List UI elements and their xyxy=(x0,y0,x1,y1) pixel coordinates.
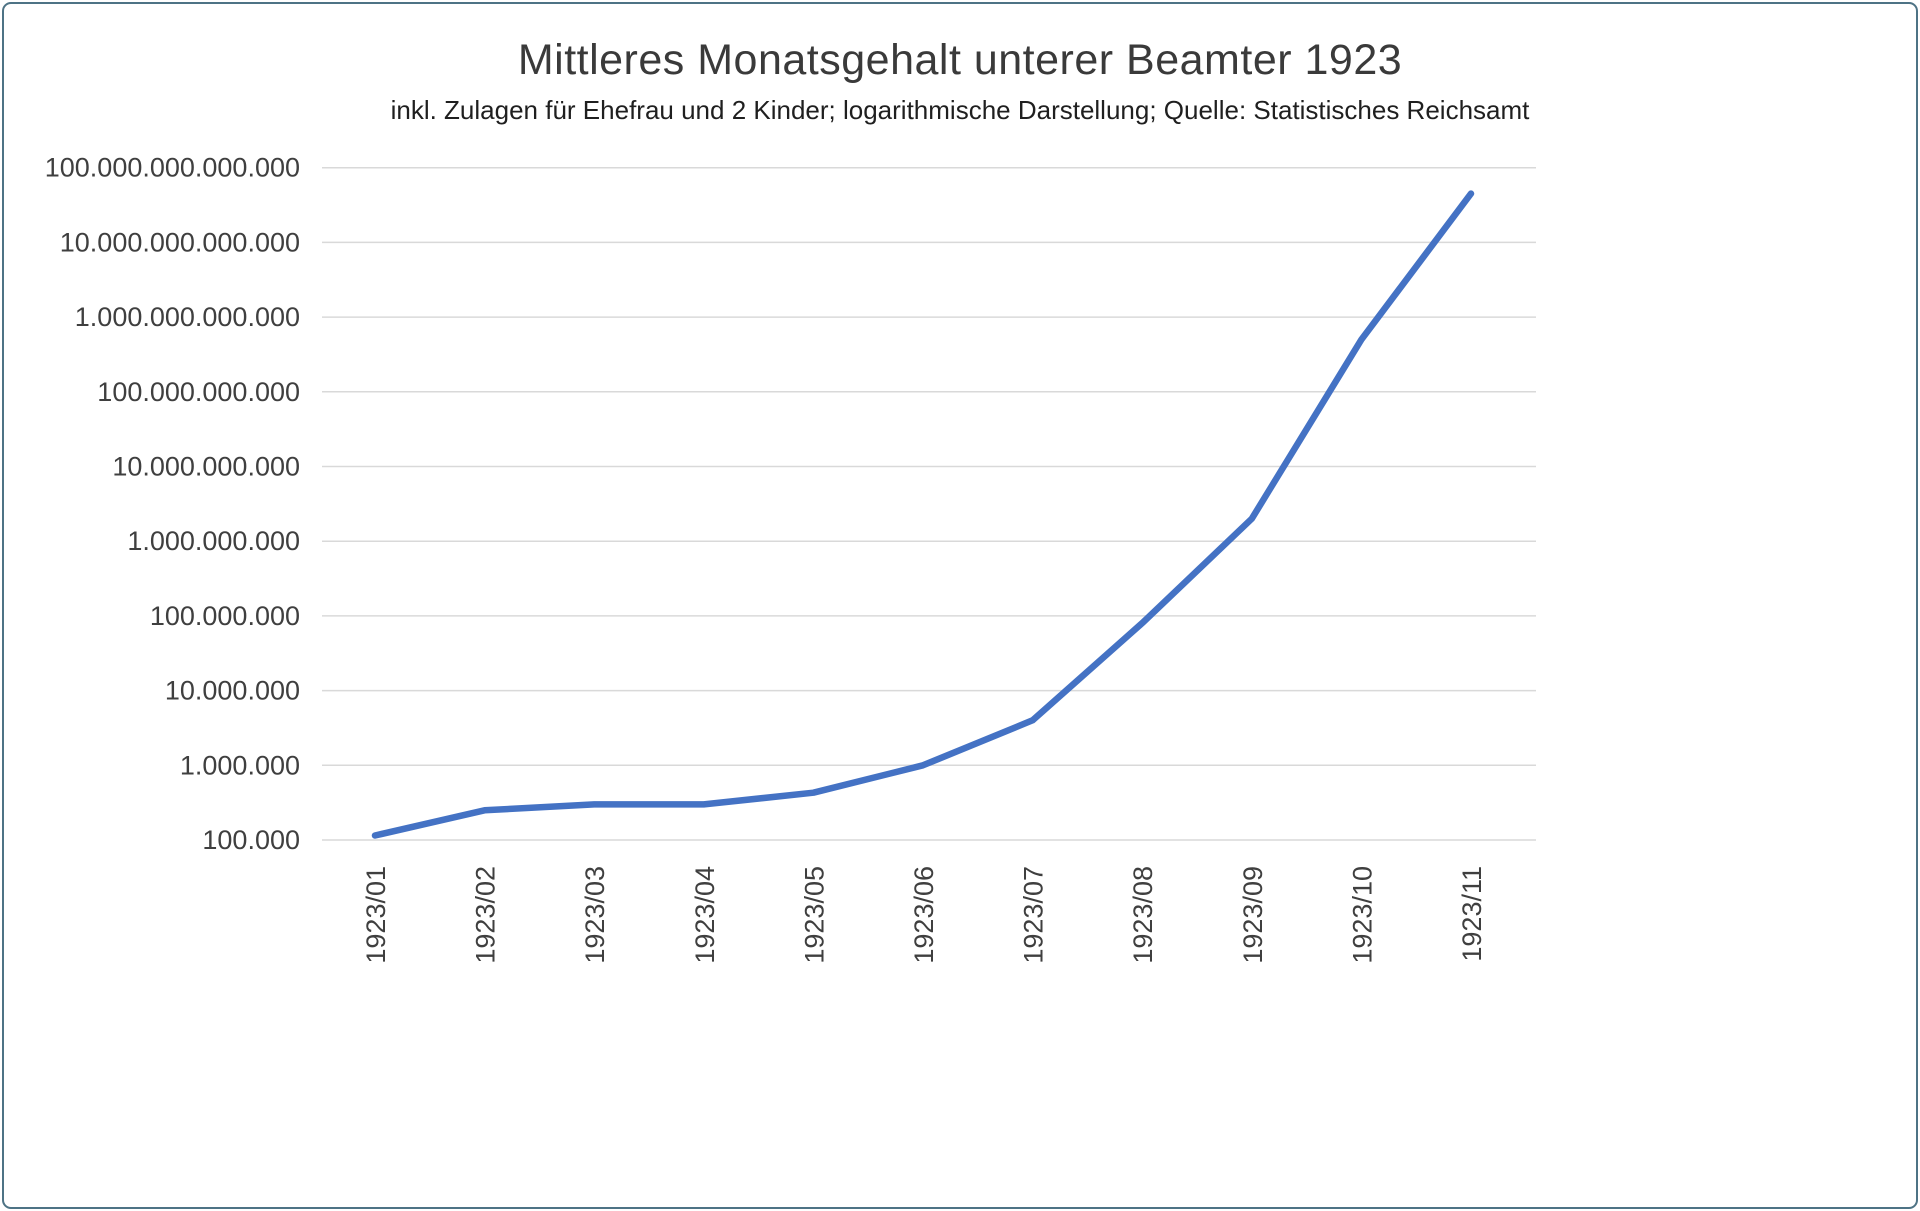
y-axis-tick-label: 10.000.000.000.000 xyxy=(60,227,300,257)
x-axis-tick-label: 1923/04 xyxy=(690,866,720,964)
x-axis-tick-label: 1923/07 xyxy=(1019,866,1049,964)
y-axis-tick-label: 100.000.000.000 xyxy=(97,377,300,407)
x-axis-tick-label: 1923/10 xyxy=(1347,866,1377,964)
y-axis-tick-label: 100.000.000 xyxy=(150,601,300,631)
x-axis-tick-label: 1923/06 xyxy=(909,866,939,964)
x-axis-tick-label: 1923/11 xyxy=(1457,866,1487,962)
data-series-line xyxy=(371,190,1475,839)
line-chart: 100.000 1.000.000 10.000.000 100.000.000 1.0… xyxy=(45,153,1536,964)
y-axis-tick-label: 100.000.000.000.000 xyxy=(45,153,300,183)
y-axis-tick-label: 1.000.000.000.000 xyxy=(75,302,300,332)
y-axis-tick-label: 1.000.000.000 xyxy=(127,526,300,556)
x-axis-tick-label: 1923/03 xyxy=(580,866,610,964)
x-axis-tick-label: 1923/09 xyxy=(1238,866,1268,964)
x-axis-tick-label: 1923/05 xyxy=(799,866,829,964)
y-axis-tick-label: 100.000 xyxy=(202,825,300,855)
y-axis-tick-label: 1.000.000 xyxy=(180,750,300,780)
y-axis-tick-label: 10.000.000.000 xyxy=(112,452,300,482)
y-axis-tick-label: 10.000.000 xyxy=(165,676,300,706)
x-axis-tick-label: 1923/08 xyxy=(1128,866,1158,964)
x-axis-tick-label: 1923/01 xyxy=(361,866,391,964)
x-axis-tick-label: 1923/02 xyxy=(471,866,501,964)
chart-subtitle: inkl. Zulagen für Ehefrau und 2 Kinder; … xyxy=(390,95,1530,125)
chart-title: Mittleres Monatsgehalt unterer Beamter 1… xyxy=(517,36,1403,84)
